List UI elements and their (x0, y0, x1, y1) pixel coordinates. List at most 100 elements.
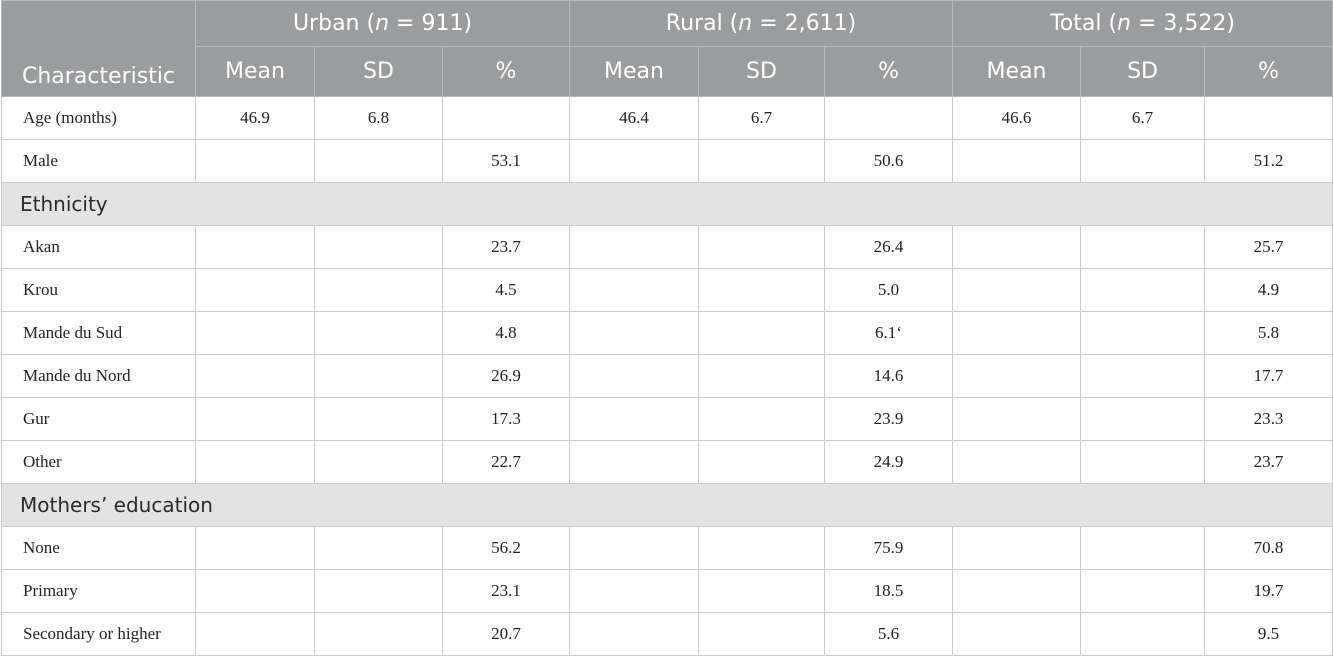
header-sub-row: Characteristic Mean SD % Mean SD % Mean … (1, 46, 1333, 97)
cell-total-mean (952, 138, 1082, 183)
cell-total-sd: 6.7 (1080, 95, 1206, 140)
cell-rural-mean (569, 310, 699, 355)
header-rural-sd: SD (698, 46, 825, 97)
cell-rural-pct: 26.4 (823, 224, 954, 269)
row-label: Primary (1, 568, 196, 613)
header-group-rural: Rural (n = 2,611) (568, 0, 954, 47)
cell-total-mean: 46.6 (952, 95, 1082, 140)
cell-rural-pct: 23.9 (823, 396, 954, 441)
cell-total-mean (952, 611, 1082, 656)
cell-rural-sd (698, 439, 825, 484)
table-row-secondary-or-higher: Secondary or higher 20.7 5.6 9.5 (1, 611, 1333, 656)
cell-urban-pct: 56.2 (442, 525, 570, 570)
cell-urban-sd (314, 353, 443, 398)
table-body: Age (months) 46.9 6.8 46.4 6.7 46.6 6.7 … (0, 95, 1333, 656)
header-group-urban: Urban (n = 911) (195, 0, 570, 47)
table-row-gur: Gur 17.3 23.9 23.3 (1, 396, 1333, 441)
cell-total-sd (1080, 568, 1206, 613)
cell-rural-mean (569, 267, 699, 312)
cell-total-mean (952, 568, 1082, 613)
header-total-pct: % (1204, 46, 1333, 97)
section-row-ethnicity: Ethnicity (0, 181, 1333, 226)
cell-urban-sd (314, 224, 443, 269)
cell-rural-mean (569, 396, 699, 441)
cell-rural-pct (823, 95, 954, 140)
section-label-mothers-education: Mothers’ education (0, 482, 1333, 527)
cell-total-pct: 19.7 (1204, 568, 1333, 613)
header-urban-pct: % (442, 46, 570, 97)
cell-urban-pct: 17.3 (442, 396, 570, 441)
cell-rural-sd (698, 396, 825, 441)
cell-urban-pct: 20.7 (442, 611, 570, 656)
cell-total-mean (952, 353, 1082, 398)
cell-rural-sd (698, 568, 825, 613)
cell-rural-sd (698, 611, 825, 656)
cell-rural-sd (698, 525, 825, 570)
cell-total-pct: 5.8 (1204, 310, 1333, 355)
row-label: None (1, 525, 196, 570)
cell-total-pct: 4.9 (1204, 267, 1333, 312)
cell-rural-mean (569, 525, 699, 570)
cell-rural-mean (569, 439, 699, 484)
cell-total-mean (952, 310, 1082, 355)
cell-total-pct: 23.7 (1204, 439, 1333, 484)
header-total-sd: SD (1080, 46, 1206, 97)
cell-rural-pct: 24.9 (823, 439, 954, 484)
table-row-male: Male 53.1 50.6 51.2 (1, 138, 1333, 183)
cell-total-sd (1080, 611, 1206, 656)
header-total-mean: Mean (952, 46, 1082, 97)
cell-urban-pct: 53.1 (442, 138, 570, 183)
table-header: Urban (n = 911) Rural (n = 2,611) Total … (1, 0, 1333, 97)
cell-urban-sd (314, 396, 443, 441)
cell-rural-pct: 5.6 (823, 611, 954, 656)
section-row-mothers-education: Mothers’ education (0, 482, 1333, 527)
row-label: Other (1, 439, 196, 484)
cell-urban-sd: 6.8 (314, 95, 443, 140)
table-row-mande-du-sud: Mande du Sud 4.8 6.1‘ 5.8 (1, 310, 1333, 355)
cell-total-mean (952, 525, 1082, 570)
cell-rural-mean (569, 138, 699, 183)
cell-rural-sd (698, 267, 825, 312)
cell-urban-mean (195, 568, 315, 613)
cell-urban-pct (442, 95, 570, 140)
cell-total-mean (952, 224, 1082, 269)
cell-total-pct: 70.8 (1204, 525, 1333, 570)
cell-rural-sd (698, 224, 825, 269)
cell-total-pct: 51.2 (1204, 138, 1333, 183)
table-row-krou: Krou 4.5 5.0 4.9 (1, 267, 1333, 312)
table-row-none: None 56.2 75.9 70.8 (1, 525, 1333, 570)
cell-rural-pct: 75.9 (823, 525, 954, 570)
header-group-total: Total (n = 3,522) (952, 0, 1333, 47)
cell-total-pct: 17.7 (1204, 353, 1333, 398)
cell-rural-mean (569, 568, 699, 613)
cell-urban-pct: 23.1 (442, 568, 570, 613)
header-urban-mean: Mean (195, 46, 315, 97)
cell-total-sd (1080, 396, 1206, 441)
cell-urban-mean (195, 138, 315, 183)
cell-rural-sd (698, 310, 825, 355)
cell-urban-sd (314, 267, 443, 312)
cell-urban-sd (314, 611, 443, 656)
cell-urban-sd (314, 138, 443, 183)
cell-total-mean (952, 267, 1082, 312)
cell-rural-pct: 5.0 (823, 267, 954, 312)
cell-total-pct: 9.5 (1204, 611, 1333, 656)
row-label: Krou (1, 267, 196, 312)
cell-total-pct: 25.7 (1204, 224, 1333, 269)
cell-total-sd (1080, 439, 1206, 484)
cell-urban-sd (314, 568, 443, 613)
cell-urban-mean (195, 396, 315, 441)
header-rural-mean: Mean (569, 46, 699, 97)
cell-urban-sd (314, 525, 443, 570)
cell-rural-sd: 6.7 (698, 95, 825, 140)
cell-urban-sd (314, 310, 443, 355)
row-label: Akan (1, 224, 196, 269)
section-label-ethnicity: Ethnicity (0, 181, 1333, 226)
header-group-row: Urban (n = 911) Rural (n = 2,611) Total … (1, 0, 1333, 47)
row-label: Mande du Nord (1, 353, 196, 398)
header-urban-sd: SD (314, 46, 443, 97)
cell-urban-mean (195, 525, 315, 570)
cell-urban-mean (195, 224, 315, 269)
cell-urban-mean (195, 439, 315, 484)
